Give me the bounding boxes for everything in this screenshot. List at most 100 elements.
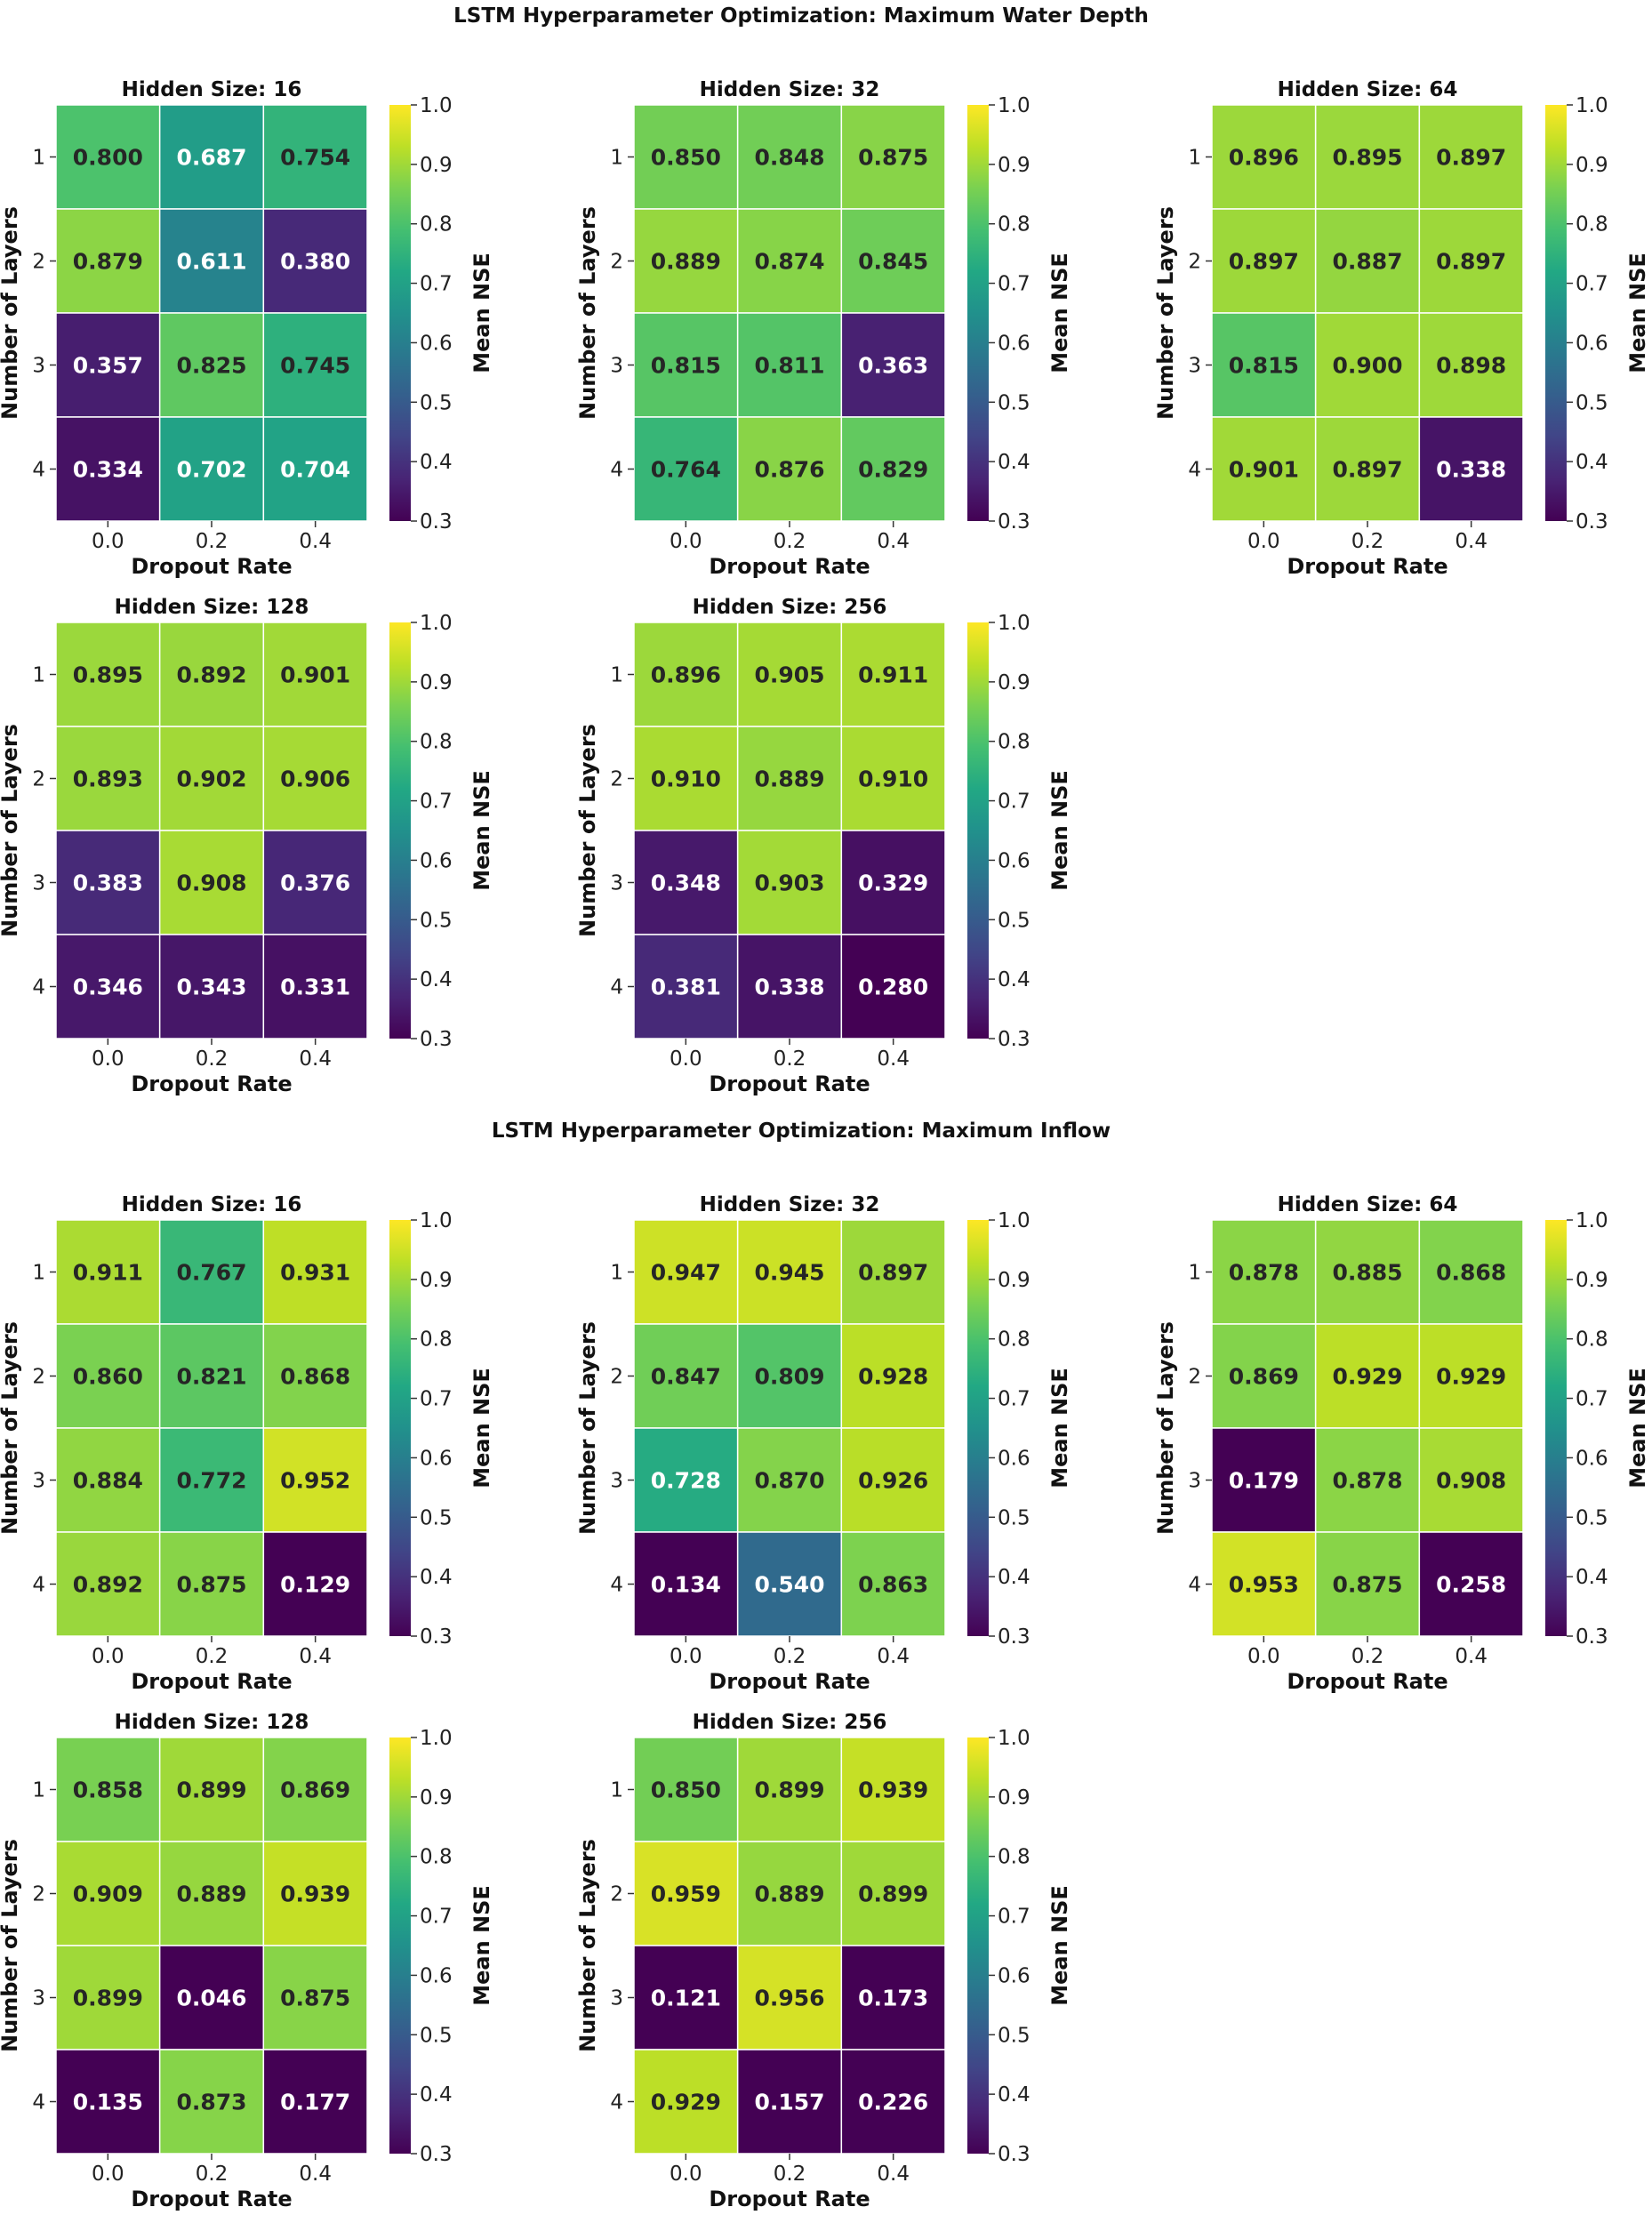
heatmap-cell: [55, 934, 161, 1039]
cell-value-label: 0.850: [651, 145, 721, 171]
heatmap-cell: [1314, 208, 1421, 314]
colorbar: [967, 1737, 989, 2154]
cell-value-label: 0.811: [754, 353, 824, 379]
cell-value-label: 0.121: [651, 1986, 721, 2011]
heatmap-cell: [633, 1427, 739, 1533]
heatmap-cell: [736, 104, 843, 210]
cell-value-label: 0.329: [858, 871, 928, 896]
cell-value-label: 0.931: [280, 1260, 350, 1286]
cell-value-label: 0.884: [73, 1468, 143, 1494]
x-tick-label: 0.4: [877, 530, 910, 553]
x-tick-label: 0.2: [774, 1047, 806, 1071]
cell-value-label: 0.767: [176, 1260, 246, 1286]
cell-value-label: 0.376: [280, 871, 350, 896]
colorbar-tick-label: 0.7: [420, 1906, 453, 1929]
y-tick-label: 2: [32, 251, 45, 274]
heatmap-cell: [55, 726, 161, 831]
y-tick-label: 3: [1188, 355, 1201, 378]
heatmap-cell: [840, 416, 946, 522]
heatmap-panel: Hidden Size: 64 0.878 0.885 0.868 0.869 0.929…: [1153, 1193, 1650, 1694]
heatmap-cell: [840, 934, 946, 1039]
colorbar-tick-label: 0.3: [420, 2143, 453, 2166]
colorbar-label: Mean NSE: [1047, 1368, 1072, 1489]
colorbar-tick-label: 0.7: [1576, 1388, 1608, 1411]
colorbar: [967, 1220, 989, 1636]
cell-value-label: 0.338: [754, 975, 824, 1000]
cell-value-label: 0.895: [73, 662, 143, 688]
cell-value-label: 0.702: [176, 457, 246, 483]
heatmap-cell: [1418, 208, 1524, 314]
x-tick-label: 0.2: [196, 2163, 229, 2186]
y-axis-label: Number of Layers: [575, 1839, 600, 2052]
x-axis-label: Dropout Rate: [709, 1071, 870, 1096]
heatmap-cell: [55, 1531, 161, 1637]
heatmap-cell: [158, 208, 265, 314]
cell-value-label: 0.850: [651, 1778, 721, 1803]
colorbar-tick-label: 0.7: [998, 273, 1030, 296]
colorbar: [389, 105, 411, 521]
colorbar-tick-label: 0.9: [1576, 1269, 1608, 1292]
panel-title: Hidden Size: 128: [115, 1711, 309, 1734]
colorbar: [967, 105, 989, 521]
y-tick-label: 1: [32, 664, 45, 687]
cell-value-label: 0.929: [651, 2090, 721, 2115]
heatmap-cell: [158, 1323, 265, 1429]
colorbar-tick-label: 0.3: [420, 510, 453, 534]
heatmap-cell: [55, 1737, 161, 1842]
cell-value-label: 0.338: [1436, 457, 1506, 483]
colorbar-label: Mean NSE: [469, 1885, 494, 2006]
y-tick-label: 4: [610, 459, 623, 482]
y-tick-label: 1: [32, 1262, 45, 1285]
heatmap-cell: [633, 726, 739, 831]
cell-value-label: 0.889: [754, 1882, 824, 1907]
x-tick-label: 0.4: [877, 2163, 910, 2186]
colorbar-tick-label: 0.7: [1576, 273, 1608, 296]
colorbar-tick-label: 0.5: [420, 2024, 453, 2047]
x-tick-label: 0.4: [1455, 1645, 1488, 1668]
x-axis-label: Dropout Rate: [709, 2187, 870, 2211]
colorbar: [389, 622, 411, 1039]
colorbar-tick-label: 0.4: [420, 1566, 453, 1589]
colorbar-label: Mean NSE: [469, 1368, 494, 1489]
panel-title: Hidden Size: 64: [1278, 78, 1458, 101]
colorbar-tick-label: 0.7: [420, 790, 453, 814]
colorbar-tick-label: 0.5: [420, 909, 453, 932]
heatmap-cell: [736, 1531, 843, 1637]
heatmap-cell: [633, 1219, 739, 1325]
colorbar-tick-label: 0.3: [998, 510, 1030, 534]
cell-value-label: 0.847: [651, 1364, 721, 1390]
panel-title: Hidden Size: 128: [115, 596, 309, 619]
heatmap-cell: [1418, 1323, 1524, 1429]
cell-value-label: 0.611: [176, 249, 246, 275]
x-axis-label: Dropout Rate: [131, 1071, 292, 1096]
cell-value-label: 0.860: [73, 1364, 143, 1390]
cell-value-label: 0.903: [754, 871, 824, 896]
heatmap-cell: [840, 1323, 946, 1429]
colorbar-tick-label: 1.0: [420, 94, 453, 117]
cell-value-label: 0.892: [176, 662, 246, 688]
cell-value-label: 0.896: [651, 662, 721, 688]
cell-value-label: 0.848: [754, 145, 824, 171]
panel-title: Hidden Size: 256: [693, 596, 887, 619]
cell-value-label: 0.177: [280, 2090, 350, 2115]
colorbar-tick-label: 0.6: [420, 1447, 453, 1470]
heatmap-cell: [1211, 1531, 1317, 1637]
heatmap-panel: Hidden Size: 256 0.896 0.905 0.911 0.910 0.88…: [575, 596, 1072, 1096]
cell-value-label: 0.956: [754, 1986, 824, 2011]
heatmap-cell: [158, 1841, 265, 1946]
colorbar-tick-label: 1.0: [998, 94, 1030, 117]
cell-value-label: 0.905: [754, 662, 824, 688]
colorbar-tick-label: 0.8: [1576, 213, 1608, 237]
cell-value-label: 0.892: [73, 1572, 143, 1598]
panel-title: Hidden Size: 256: [693, 1711, 887, 1734]
heatmap-cell: [55, 1219, 161, 1325]
cell-value-label: 0.845: [858, 249, 928, 275]
colorbar-tick-label: 0.6: [1576, 332, 1608, 355]
heatmap-cell: [1418, 312, 1524, 418]
x-axis-label: Dropout Rate: [1287, 554, 1448, 579]
y-tick-label: 3: [32, 1987, 45, 2010]
colorbar-tick-label: 0.9: [420, 671, 453, 694]
heatmap-cell: [158, 622, 265, 727]
heatmap-cell: [262, 1841, 368, 1946]
